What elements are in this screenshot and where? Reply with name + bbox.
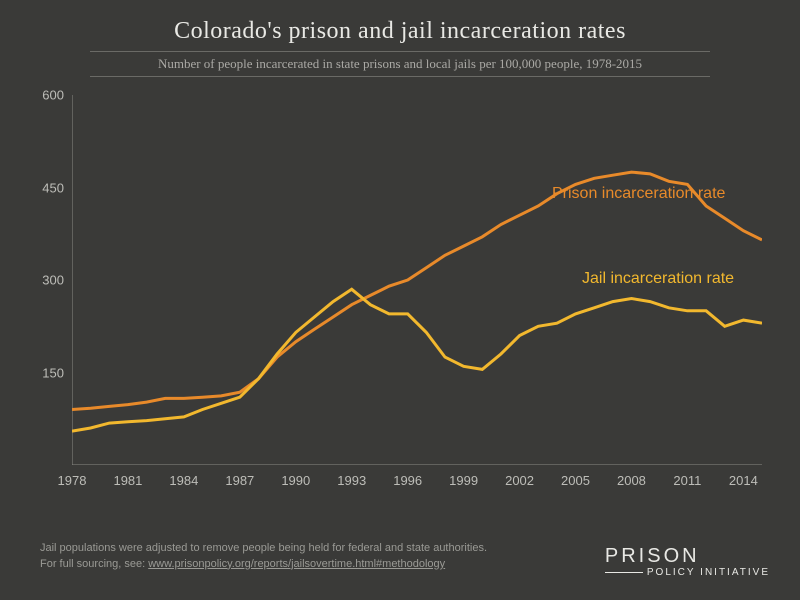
footnote-line1: Jail populations were adjusted to remove… [40,542,487,554]
logo-top: PRISON [605,546,770,566]
footnote-link[interactable]: www.prisonpolicy.org/reports/jailsoverti… [148,558,445,570]
y-tick-label: 150 [42,365,64,380]
x-tick-label: 2011 [673,473,701,488]
x-tick-label: 2002 [505,473,534,488]
x-tick-label: 1981 [113,473,142,488]
x-tick-label: 1990 [281,473,310,488]
logo: PRISON POLICY INITIATIVE [605,546,770,578]
y-tick-label: 600 [42,88,64,103]
chart-area: 1503004506001978198119841987199019931996… [72,95,762,495]
x-tick-label: 1978 [58,473,87,488]
x-tick-label: 1999 [449,473,478,488]
x-tick-label: 2005 [561,473,590,488]
footnote-line2-prefix: For full sourcing, see: [40,558,148,570]
chart-container: Colorado's prison and jail incarceration… [0,0,800,600]
x-tick-label: 1984 [169,473,198,488]
series-line-prison-incarceration-rate [72,172,762,409]
chart-subtitle: Number of people incarcerated in state p… [90,51,710,77]
y-tick-label: 300 [42,273,64,288]
x-tick-label: 2008 [617,473,646,488]
x-tick-label: 1996 [393,473,422,488]
series-label: Prison incarceration rate [552,185,725,203]
series-line-jail-incarceration-rate [72,289,762,431]
x-tick-label: 2014 [729,473,758,488]
chart-title: Colorado's prison and jail incarceration… [0,0,800,45]
series-label: Jail incarceration rate [582,270,734,288]
logo-bottom: POLICY INITIATIVE [605,568,770,578]
footnote: Jail populations were adjusted to remove… [40,541,487,572]
x-tick-label: 1987 [225,473,254,488]
x-tick-label: 1993 [337,473,366,488]
y-tick-label: 450 [42,180,64,195]
